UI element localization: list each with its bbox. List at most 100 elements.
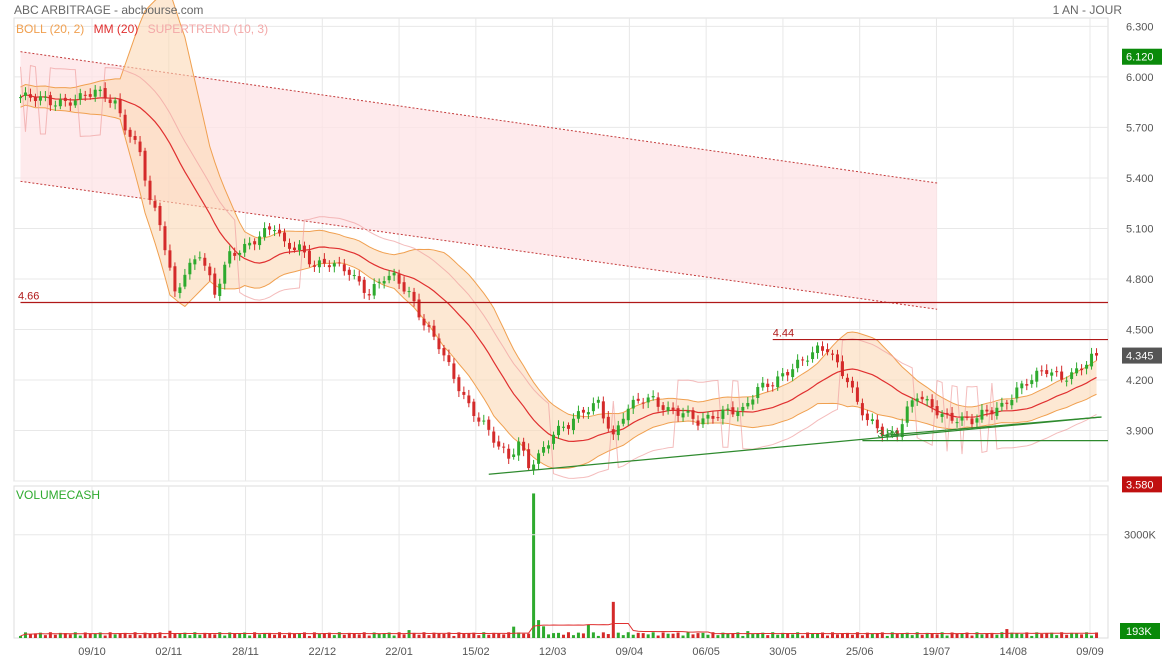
volume-bar [332, 635, 336, 638]
candle-body [447, 355, 451, 363]
candle-body [576, 411, 580, 419]
volume-bar [656, 635, 660, 638]
candle-body [711, 415, 715, 419]
candle-body [437, 338, 441, 350]
support-trendline [882, 416, 1102, 437]
candle-body [178, 287, 182, 294]
candle-body [33, 96, 37, 102]
candle-body [890, 431, 894, 434]
volume-bar [691, 634, 695, 638]
volume-bar [796, 632, 800, 638]
volume-bar [945, 635, 949, 638]
volume-bar [108, 632, 112, 638]
volume-bar [1030, 635, 1034, 638]
candle-body [596, 399, 600, 403]
legend-boll[interactable]: BOLL (20, 2) [16, 22, 85, 36]
candle-body [243, 243, 247, 253]
volume-bar [422, 632, 426, 638]
candle-body [337, 262, 341, 264]
candle-body [158, 206, 162, 226]
candle-body [1070, 372, 1074, 379]
date-tick-label: 25/06 [846, 646, 874, 658]
volume-bar [835, 634, 839, 638]
candle-body [746, 402, 750, 407]
volume-bar [552, 633, 556, 638]
volume-bar [512, 626, 516, 638]
volume-bar [218, 632, 222, 638]
volume-bar [143, 632, 147, 638]
volume-bar [457, 632, 461, 638]
candle-body [1000, 402, 1004, 407]
volume-bar [487, 634, 491, 638]
candle-body [168, 250, 172, 268]
date-tick-label: 22/12 [309, 646, 337, 658]
volume-bar [412, 632, 416, 638]
volume-bar [183, 632, 187, 638]
volume-bar [721, 632, 725, 638]
volume-bar [452, 635, 456, 638]
candle-body [646, 397, 650, 403]
volume-bar [83, 632, 87, 638]
candle-body [940, 413, 944, 417]
volume-bar [128, 634, 132, 638]
indicator-legend: BOLL (20, 2) MM (20) SUPERTREND (10, 3) [16, 22, 274, 36]
volume-bar [103, 635, 107, 638]
period-label[interactable]: 1 AN - JOUR [1052, 3, 1122, 17]
candle-body [307, 250, 311, 265]
candle-body [482, 420, 486, 422]
date-tick-label: 09/09 [1076, 646, 1104, 658]
candle-body [651, 396, 655, 398]
volume-bar [771, 632, 775, 638]
candle-body [522, 441, 526, 451]
volume-bar [596, 635, 600, 638]
volume-tick-label: 3000K [1124, 530, 1156, 542]
candle-body [561, 426, 565, 428]
volume-bar [651, 632, 655, 638]
volume-bar [437, 633, 441, 638]
candle-body [263, 227, 267, 238]
volume-bar [870, 633, 874, 638]
candle-body [860, 403, 864, 416]
volume-bar [706, 634, 710, 638]
candle-body [228, 251, 232, 264]
volume-bar [1090, 635, 1094, 638]
candle-body [995, 407, 999, 416]
date-tick-label: 12/03 [539, 646, 567, 658]
volume-bar [671, 633, 675, 638]
volume-bar [666, 633, 670, 638]
volume-bar [811, 633, 815, 638]
candle-body [193, 259, 197, 265]
candle-body [771, 385, 775, 387]
candle-body [268, 226, 272, 230]
volume-bar [377, 633, 381, 638]
volume-bar [138, 635, 142, 638]
price-tick-label: 6.000 [1126, 72, 1154, 84]
volume-bar [935, 634, 939, 638]
legend-mm[interactable]: MM (20) [93, 22, 139, 36]
candle-body [43, 96, 47, 98]
candle-body [1015, 387, 1019, 399]
candle-body [975, 418, 979, 423]
volume-bar [711, 632, 715, 638]
volume-bar [621, 635, 625, 638]
candle-body [258, 236, 262, 246]
candle-body [776, 376, 780, 388]
price-badge-label: 6.120 [1126, 52, 1154, 64]
candle-body [1025, 384, 1029, 386]
candle-body [532, 464, 536, 470]
volume-bar [253, 632, 257, 638]
candle-body [1075, 368, 1079, 374]
volume-panel-frame [13, 485, 1109, 639]
date-tick-label: 02/11 [155, 646, 182, 658]
candle-body [731, 407, 735, 415]
candle-body [1095, 353, 1099, 356]
volume-badge [1120, 623, 1160, 639]
legend-supertrend[interactable]: SUPERTREND (10, 3) [147, 22, 269, 36]
volume-bar [990, 632, 994, 638]
volume-bar [1070, 632, 1074, 638]
candle-body [1055, 371, 1059, 373]
volume-bar [696, 633, 700, 638]
candle-body [497, 441, 501, 447]
volume-bar [1020, 633, 1024, 638]
candle-body [840, 361, 844, 377]
